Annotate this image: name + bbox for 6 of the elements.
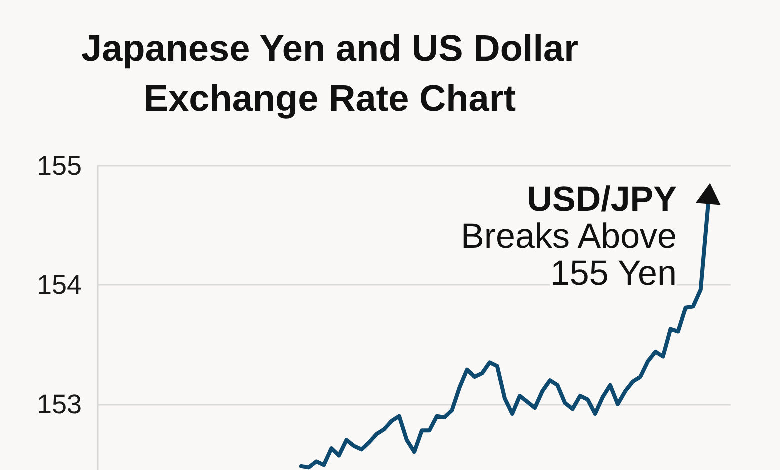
annotation: USD/JPY xyxy=(527,180,677,219)
y-tick-label: 155 xyxy=(36,151,82,181)
annotation: Breaks Above 155 Yen xyxy=(461,217,677,293)
chart-title: Japanese Yen and US Dollar Exchange Rate Chart xyxy=(80,27,580,121)
y-tick-label: 153 xyxy=(36,389,82,420)
y-tick-label: 154 xyxy=(36,270,82,300)
